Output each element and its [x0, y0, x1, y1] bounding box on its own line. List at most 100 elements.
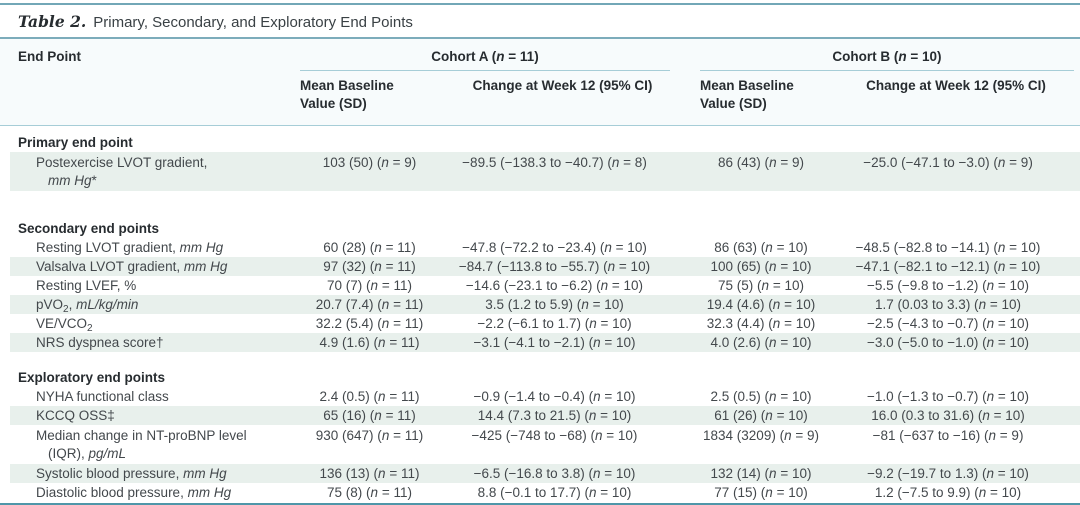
table-row: Systolic blood pressure, mm Hg 136 (13) (…	[10, 464, 1080, 483]
cell-cohort-b-baseline: 2.5 (0.5) (n = 10)	[710, 389, 812, 404]
cell-cohort-b-baseline: 132 (14) (n = 10)	[710, 466, 812, 481]
cell-cohort-a-baseline: 32.2 (5.4) (n = 11)	[315, 316, 424, 331]
cell-cohort-a-change: 14.4 (7.3 to 21.5) (n = 10)	[477, 408, 632, 423]
cell-cohort-a-baseline: 136 (13) (n = 11)	[319, 466, 420, 481]
table-section: Secondary end points Resting LVOT gradien…	[10, 219, 1080, 352]
table-row: VE/VCO2 32.2 (5.4) (n = 11) −2.2 (−6.1 to …	[10, 314, 1080, 334]
table-section: Exploratory end points NYHA functional cl…	[10, 368, 1080, 502]
cell-cohort-a-baseline: 75 (8) (n = 11)	[327, 485, 412, 500]
cell-cohort-a-baseline: 930 (647) (n = 11)	[315, 428, 424, 443]
column-gap	[662, 154, 692, 189]
cell-cohort-a-change: −3.1 (−4.1 to −2.1) (n = 10)	[473, 335, 636, 350]
cell-cohort-b-baseline: 86 (63) (n = 10)	[714, 240, 808, 255]
table-row: Median change in NT-proBNP level (IQR), p…	[10, 425, 1080, 464]
row-label: Valsalva LVOT gradient, mm Hg	[36, 259, 228, 274]
cell-cohort-a-baseline: 2.4 (0.5) (n = 11)	[319, 389, 420, 404]
cell-cohort-a-baseline: 97 (32) (n = 11)	[323, 259, 416, 274]
row-label: Resting LVEF, %	[36, 278, 137, 293]
column-header-cohort-b: Cohort B (n = 10)	[700, 39, 1074, 71]
cell-cohort-a-change: 8.8 (−0.1 to 17.7) (n = 10)	[477, 485, 632, 500]
cell-cohort-b-change: −81 (−637 to −16) (n = 9)	[872, 428, 1024, 443]
table-number-label: Table 2.	[18, 12, 87, 31]
column-gap	[662, 314, 692, 333]
row-label: NYHA functional class	[36, 389, 169, 404]
cell-cohort-a-change: −84.7 (−113.8 to −55.7) (n = 10)	[458, 259, 651, 274]
cell-cohort-b-change: −3.0 (−5.0 to −1.0) (n = 10)	[866, 335, 1030, 350]
column-gap	[662, 387, 692, 406]
column-header-end-point: End Point	[18, 49, 81, 64]
row-label: KCCQ OSS‡	[36, 408, 115, 423]
cell-cohort-a-change: −425 (−748 to −68) (n = 10)	[471, 428, 638, 443]
column-header-cohort-a-change: Change at Week 12 (95% CI)	[472, 78, 653, 93]
table-row: NRS dyspnea score† 4.9 (1.6) (n = 11) −3.1…	[10, 333, 1080, 352]
column-header-cohort-a: Cohort A (n = 11)	[300, 39, 670, 71]
cell-cohort-b-change: −1.0 (−1.3 to −0.7) (n = 10)	[866, 389, 1030, 404]
row-label: Postexercise LVOT gradient, mm Hg*	[36, 155, 208, 188]
column-gap	[662, 427, 692, 462]
table-row: Diastolic blood pressure, mm Hg 75 (8) (n…	[10, 483, 1080, 502]
cell-cohort-b-baseline: 19.4 (4.6) (n = 10)	[706, 297, 816, 312]
cell-cohort-a-change: −47.8 (−72.2 to −23.4) (n = 10)	[462, 240, 647, 255]
table-row: Resting LVOT gradient, mm Hg 60 (28) (n =…	[10, 238, 1080, 257]
table-row: KCCQ OSS‡ 65 (16) (n = 11) 14.4 (7.3 to 21…	[10, 406, 1080, 425]
cell-cohort-a-baseline: 60 (28) (n = 11)	[323, 240, 416, 255]
column-gap	[662, 276, 692, 295]
row-label: Resting LVOT gradient, mm Hg	[36, 240, 224, 255]
table-row: pVO2, mL/kg/min 20.7 (7.4) (n = 11) 3.5 (1…	[10, 295, 1080, 315]
cell-cohort-b-baseline: 1834 (3209) (n = 9)	[703, 428, 819, 443]
cell-cohort-a-baseline: 103 (50) (n = 9)	[322, 155, 417, 170]
table-section: Primary end point Postexercise LVOT gradi…	[10, 133, 1080, 191]
section-header: Exploratory end points	[18, 370, 166, 385]
section-header: Secondary end points	[18, 221, 160, 236]
cell-cohort-a-change: −0.9 (−1.4 to −0.4) (n = 10)	[473, 389, 636, 404]
section-header: Primary end point	[18, 135, 133, 150]
column-gap	[662, 295, 692, 314]
column-gap	[662, 483, 692, 502]
cell-cohort-a-change: 3.5 (1.2 to 5.9) (n = 10)	[485, 297, 624, 312]
column-gap	[662, 333, 692, 352]
cell-cohort-a-baseline: 65 (16) (n = 11)	[323, 408, 416, 423]
cell-cohort-a-change: −14.6 (−23.1 to −6.2) (n = 10)	[465, 278, 644, 293]
cell-cohort-b-baseline: 75 (5) (n = 10)	[718, 278, 804, 293]
column-header-cohort-a-baseline: Mean Baseline Value (SD)	[300, 78, 394, 111]
table-row: NYHA functional class 2.4 (0.5) (n = 11) −…	[10, 387, 1080, 406]
table-row: Resting LVEF, % 70 (7) (n = 11) −14.6 (−23…	[10, 276, 1080, 295]
header-row-measures: Mean Baseline Value (SD) Change at Week …	[0, 71, 1080, 125]
table-title: Table 2. Primary, Secondary, and Explorat…	[0, 5, 1080, 37]
cell-cohort-b-change: −9.2 (−19.7 to 1.3) (n = 10)	[867, 466, 1029, 481]
row-label: pVO2, mL/kg/min	[36, 297, 139, 315]
table-title-text: Primary, Secondary, and Exploratory End …	[93, 14, 413, 31]
cell-cohort-b-baseline: 4.0 (2.6) (n = 10)	[710, 335, 812, 350]
cell-cohort-b-baseline: 32.3 (4.4) (n = 10)	[706, 316, 816, 331]
cell-cohort-b-change: −47.1 (−82.1 to −12.1) (n = 10)	[855, 259, 1041, 274]
cell-cohort-b-change: 16.0 (0.3 to 31.6) (n = 10)	[871, 408, 1025, 423]
column-header-cohort-b-change: Change at Week 12 (95% CI)	[866, 78, 1046, 93]
cell-cohort-b-change: −5.5 (−9.8 to −1.2) (n = 10)	[866, 278, 1030, 293]
top-rule	[0, 3, 1080, 5]
table-row: Postexercise LVOT gradient, mm Hg* 103 (50…	[10, 152, 1080, 191]
row-label: Median change in NT-proBNP level (IQR), p…	[36, 428, 247, 461]
row-label: Systolic blood pressure, mm Hg	[36, 466, 227, 481]
cell-cohort-a-baseline: 70 (7) (n = 11)	[327, 278, 412, 293]
header-row-cohorts: End Point Cohort A (n = 11) Cohort B (n …	[0, 39, 1080, 71]
column-gap	[662, 257, 692, 276]
column-gap	[662, 464, 692, 483]
column-gap	[662, 238, 692, 257]
cell-cohort-a-change: −2.2 (−6.1 to 1.7) (n = 10)	[477, 316, 632, 331]
row-label: NRS dyspnea score†	[36, 335, 164, 350]
table-row: Valsalva LVOT gradient, mm Hg 97 (32) (n …	[10, 257, 1080, 276]
cell-cohort-a-change: −6.5 (−16.8 to 3.8) (n = 10)	[473, 466, 636, 481]
cell-cohort-b-change: 1.7 (0.03 to 3.3) (n = 10)	[875, 297, 1021, 312]
column-header-cohort-b-baseline: Mean Baseline Value (SD)	[700, 78, 794, 111]
cell-cohort-b-baseline: 77 (15) (n = 10)	[714, 485, 808, 500]
cell-cohort-b-baseline: 86 (43) (n = 9)	[718, 155, 804, 170]
cell-cohort-a-baseline: 4.9 (1.6) (n = 11)	[319, 335, 420, 350]
cell-cohort-b-baseline: 100 (65) (n = 10)	[710, 259, 812, 274]
row-label: Diastolic blood pressure, mm Hg	[36, 485, 232, 500]
cell-cohort-b-change: −2.5 (−4.3 to −0.7) (n = 10)	[866, 316, 1030, 331]
row-label: VE/VCO2	[36, 316, 93, 334]
header-bottom-rule	[0, 125, 1080, 126]
cell-cohort-a-change: −89.5 (−138.3 to −40.7) (n = 8)	[462, 155, 647, 170]
table-header: End Point Cohort A (n = 11) Cohort B (n …	[0, 39, 1080, 125]
title-rule	[0, 37, 1080, 39]
